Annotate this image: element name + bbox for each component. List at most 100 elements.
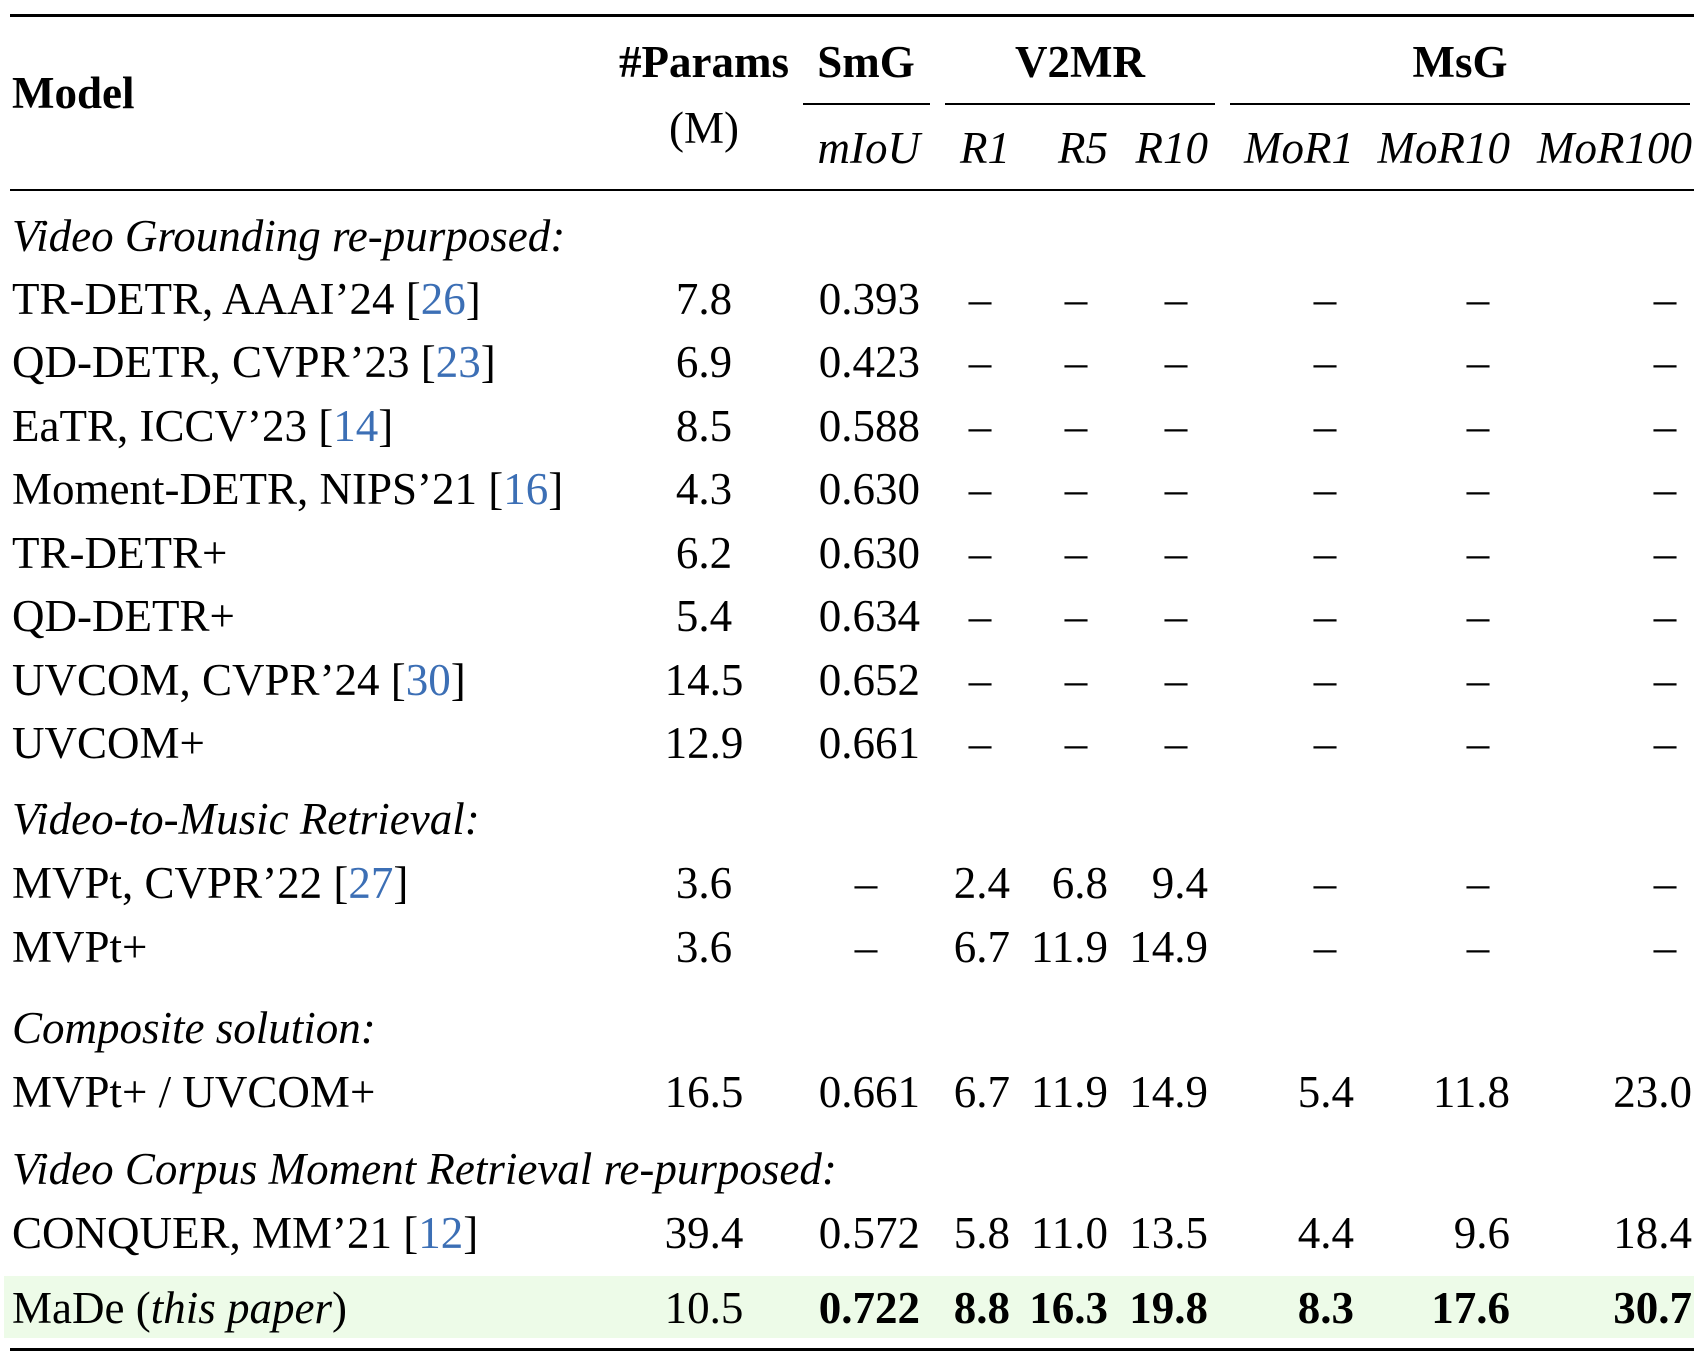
cell-params: 4.3 <box>675 464 733 514</box>
cell-mor100: – <box>1653 401 1677 451</box>
cell-mor1: – <box>1313 591 1337 641</box>
citation-link[interactable]: 16 <box>503 464 549 514</box>
cell-r10: – <box>1164 401 1188 451</box>
cell-r5: 11.9 <box>1030 922 1108 972</box>
model-name-text: MVPt+ <box>12 922 148 972</box>
model-name-text: UVCOM, CVPR’24 [ <box>12 655 406 705</box>
model-name-text: CONQUER, MM’21 [ <box>12 1208 419 1258</box>
cell-r10: 19.8 <box>1129 1283 1208 1333</box>
cell-params: 39.4 <box>664 1208 744 1258</box>
cell-miou: 0.652 <box>818 655 920 705</box>
cell-mor1: 4.4 <box>1297 1208 1354 1258</box>
cell-miou: 0.630 <box>818 528 920 578</box>
cell-r1: – <box>968 655 992 705</box>
cell-mor10: – <box>1466 655 1490 705</box>
cell-r5: – <box>1064 401 1088 451</box>
cell-mor1: – <box>1313 858 1337 908</box>
cell-r1: 5.8 <box>953 1208 1010 1258</box>
model-name: MVPt+ / UVCOM+ <box>12 1070 375 1115</box>
cell-r1: 6.7 <box>953 1067 1010 1117</box>
cell-miou: 0.393 <box>818 274 920 324</box>
cell-miou: 0.572 <box>818 1208 920 1258</box>
cell-params: 6.9 <box>675 337 733 387</box>
cell-r10: – <box>1164 528 1188 578</box>
cell-mor10: – <box>1466 337 1490 387</box>
citation-link[interactable]: 14 <box>333 401 379 451</box>
cell-miou: 0.634 <box>818 591 920 641</box>
model-name-close: ] <box>465 274 481 324</box>
cell-miou: – <box>854 858 878 908</box>
cell-r10: – <box>1164 655 1188 705</box>
header-rule <box>10 189 1694 191</box>
model-name-close: ] <box>463 1208 479 1258</box>
cell-mor1: – <box>1313 337 1337 387</box>
cell-mor10: – <box>1466 274 1490 324</box>
cell-r10: 14.9 <box>1129 1067 1208 1117</box>
cell-params: 6.2 <box>675 528 733 578</box>
model-name: MVPt+ <box>12 925 147 970</box>
cell-miou: 0.661 <box>818 1067 920 1117</box>
cell-mor10: 11.8 <box>1432 1067 1510 1117</box>
cell-mor100: – <box>1653 858 1677 908</box>
citation-link[interactable]: 27 <box>348 858 394 908</box>
citation-link[interactable]: 23 <box>435 337 481 387</box>
cell-mor10: – <box>1466 922 1490 972</box>
top-rule <box>10 14 1694 17</box>
model-name-text: UVCOM+ <box>12 718 205 768</box>
model-name-close: ] <box>393 858 409 908</box>
model-name-text: MVPt, CVPR’22 [ <box>12 858 349 908</box>
model-name-text: EaTR, ICCV’23 [ <box>12 401 334 451</box>
cell-mor1: – <box>1313 274 1337 324</box>
cell-mor100: – <box>1653 718 1677 768</box>
model-name: EaTR, ICCV’23 [14] <box>12 404 393 449</box>
model-name-italic: this paper <box>150 1283 332 1333</box>
cell-mor100: – <box>1653 337 1677 387</box>
header-r10: R10 <box>1135 123 1209 173</box>
header-miou: mIoU <box>817 123 920 173</box>
cell-r1: – <box>968 718 992 768</box>
cell-miou: 0.588 <box>818 401 920 451</box>
model-name-text: MaDe ( <box>12 1283 151 1333</box>
model-name-text: QD-DETR, CVPR’23 [ <box>12 337 436 387</box>
cell-params: 10.5 <box>664 1283 744 1333</box>
cell-miou: – <box>854 922 878 972</box>
header-params-unit: (M) <box>669 103 739 153</box>
bottom-rule <box>10 1348 1694 1351</box>
cell-r5: – <box>1064 337 1088 387</box>
cell-r5: 11.0 <box>1030 1208 1108 1258</box>
cell-mor1: 5.4 <box>1297 1067 1354 1117</box>
cell-r10: – <box>1164 718 1188 768</box>
citation-link[interactable]: 26 <box>420 274 466 324</box>
model-name-close: ) <box>331 1283 347 1333</box>
cell-mor100: – <box>1653 655 1677 705</box>
cell-miou: 0.722 <box>818 1283 920 1333</box>
header-smg: SmG <box>817 37 915 87</box>
cell-mor100: 23.0 <box>1613 1067 1692 1117</box>
cell-r10: 9.4 <box>1151 858 1208 908</box>
cell-params: 3.6 <box>675 922 733 972</box>
cell-r5: – <box>1064 528 1088 578</box>
cell-mor10: – <box>1466 591 1490 641</box>
citation-link[interactable]: 12 <box>418 1208 464 1258</box>
cell-r5: 16.3 <box>1029 1283 1108 1333</box>
header-params: #Params <box>619 37 789 87</box>
cell-mor100: 18.4 <box>1613 1208 1692 1258</box>
section-title: Video-to-Music Retrieval: <box>12 794 480 844</box>
citation-link[interactable]: 30 <box>405 655 451 705</box>
cell-mor10: – <box>1466 401 1490 451</box>
cell-mor1: – <box>1313 655 1337 705</box>
header-r1: R1 <box>960 123 1010 173</box>
cell-mor10: – <box>1466 464 1490 514</box>
model-name-close: ] <box>480 337 496 387</box>
cell-r5: – <box>1064 274 1088 324</box>
cell-r1: – <box>968 591 992 641</box>
cell-r1: 2.4 <box>953 858 1010 908</box>
model-name: TR-DETR, AAAI’24 [26] <box>12 277 481 322</box>
model-name-text: QD-DETR+ <box>12 591 235 641</box>
cell-r1: – <box>968 337 992 387</box>
cell-mor100: – <box>1653 274 1677 324</box>
header-model: Model <box>12 68 135 118</box>
section-title: Composite solution: <box>12 1003 376 1053</box>
section-title: Video Grounding re-purposed: <box>12 211 566 261</box>
cell-mor10: – <box>1466 718 1490 768</box>
